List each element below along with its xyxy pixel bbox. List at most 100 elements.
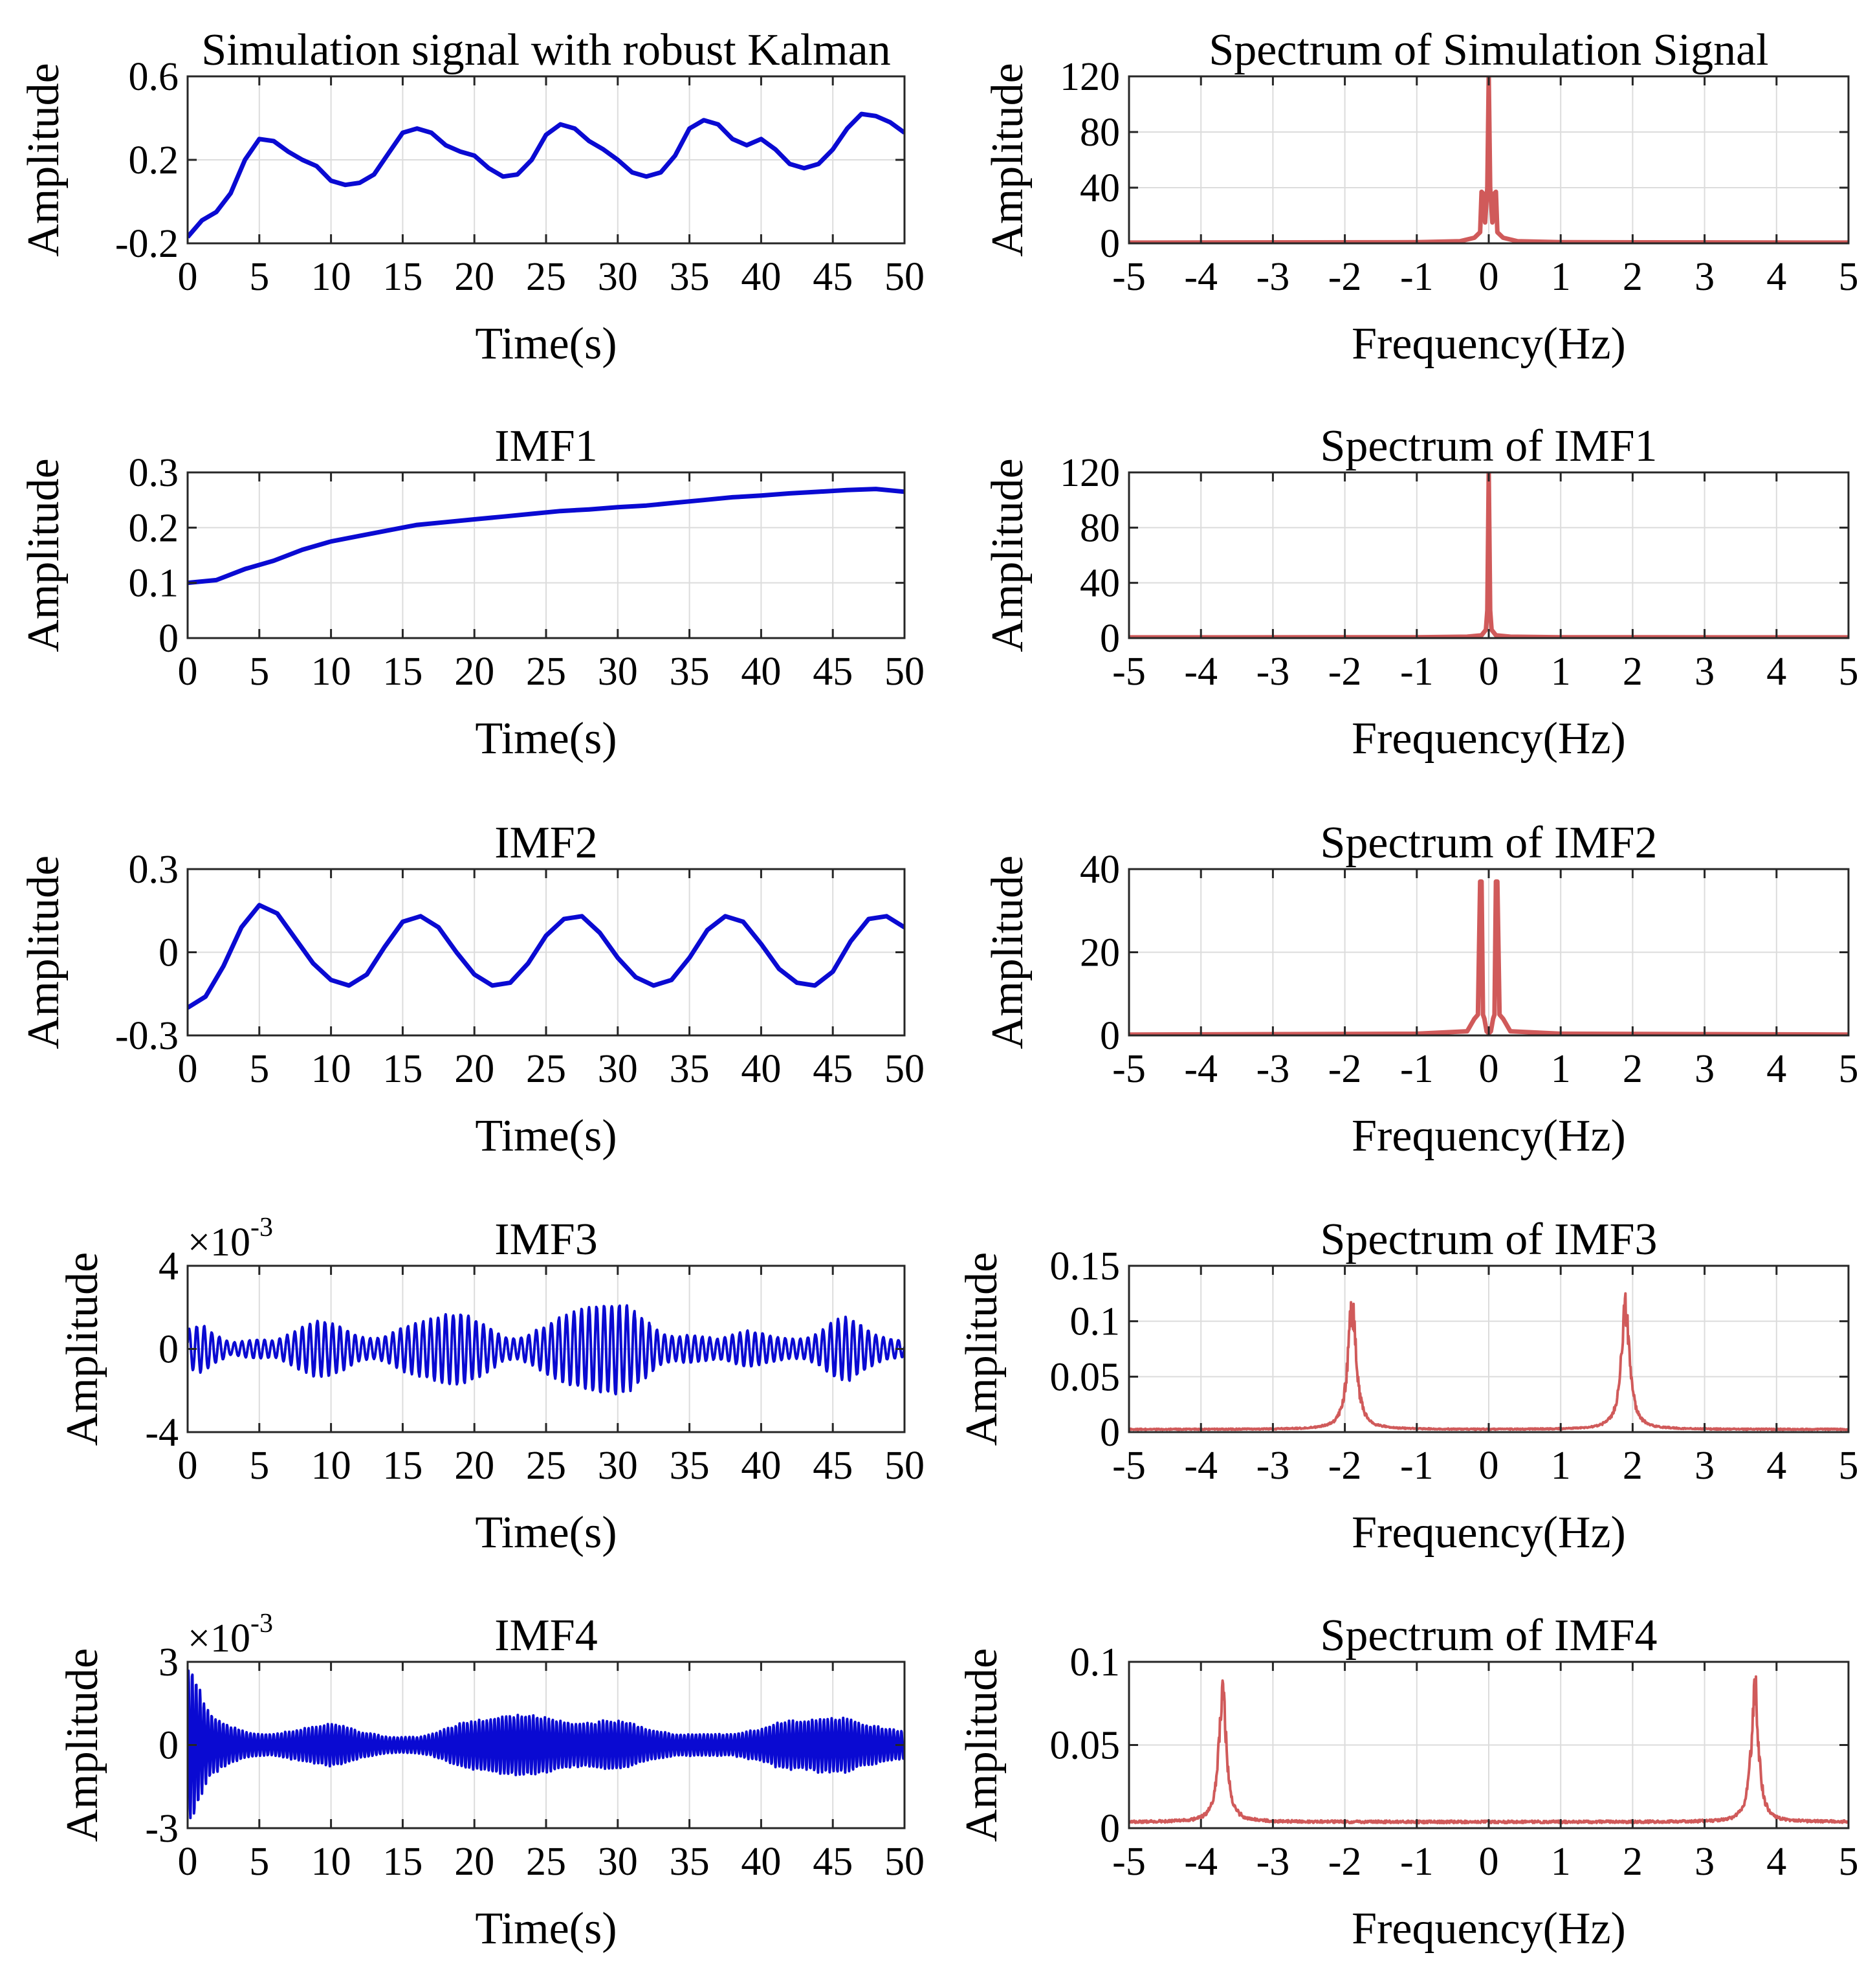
x-tick-label: 10 [311,255,351,299]
x-tick-label: 50 [884,1047,925,1091]
panel-sim: 0 5 10 15 20 25 30 35 40 45 50 -0.2 0.2 0.6 Simulation… [19,25,925,369]
y-tick-label: -4 [145,1411,179,1455]
x-tick-label: 40 [741,650,781,694]
x-tick-label: 1 [1551,1047,1571,1091]
x-tick-label: 20 [454,1840,494,1884]
x-tick-label: 3 [1694,255,1715,299]
x-axis-label: Frequency(Hz) [1352,714,1626,764]
y-exponent-power: -3 [250,1609,273,1639]
y-tick-label: 0 [1100,222,1120,266]
x-tick-label: 5 [1839,255,1859,299]
y-tick-label: 0.1 [129,562,179,606]
panel-title: IMF4 [494,1611,597,1661]
x-tick-label: 3 [1694,1444,1715,1488]
x-tick-label: 50 [884,650,925,694]
x-tick-label: 15 [382,1840,422,1884]
x-tick-label: 0 [1479,650,1499,694]
x-tick-label: 15 [382,255,422,299]
x-tick-label: 10 [311,650,351,694]
x-tick-label: 40 [741,255,781,299]
x-tick-label: 3 [1694,1840,1715,1884]
panel-imf3: 0 5 10 15 20 25 30 35 40 45 50-404IMF3Time(s)Ampli… [58,1213,925,1558]
x-tick-label: 0 [178,1840,198,1884]
x-tick-label: 10 [311,1047,351,1091]
y-tick-label: 0 [1100,1014,1120,1058]
x-tick-label: -3 [1256,1047,1290,1091]
y-tick-label: 0 [1100,1411,1120,1455]
x-tick-label: -3 [1256,1840,1290,1884]
y-tick-label: 0.2 [129,506,179,550]
x-tick-label: -5 [1112,1444,1146,1488]
y-tick-label: 0 [1100,617,1120,661]
x-tick-label: 30 [598,255,638,299]
x-tick-label: -3 [1256,255,1290,299]
y-tick-label: 3 [159,1640,179,1684]
x-tick-label: -5 [1112,1047,1146,1091]
panel-imf1-spec: -5 -4 -3 -2 -1 0 1 2 3 4 5 0 40 80 120 Spectrum of IMF1… [983,421,1859,764]
x-tick-label: 35 [670,1047,710,1091]
x-tick-label: 30 [598,1444,638,1488]
x-tick-label: 0 [1479,1047,1499,1091]
x-tick-label: 5 [1839,650,1859,694]
x-tick-label: -4 [1184,1840,1218,1884]
x-tick-label: 1 [1551,255,1571,299]
panel-imf2: 0 5 10 15 20 25 30 35 40 45 50-0.300.3IMF2Time(s)A… [19,818,925,1161]
x-tick-label: 2 [1623,1840,1643,1884]
panel-title: Spectrum of IMF1 [1320,421,1657,471]
x-tick-label: 5 [1839,1047,1859,1091]
x-tick-label: 20 [454,1047,494,1091]
x-tick-label: -2 [1328,1840,1362,1884]
x-tick-label: 30 [598,1047,638,1091]
panel-title: IMF2 [494,818,597,868]
x-axis-label: Time(s) [475,1904,617,1954]
y-tick-label: 120 [1060,55,1120,99]
y-exponent-base: ×10 [188,1617,250,1661]
x-tick-label: 50 [884,1840,925,1884]
panel-imf4: 0 5 10 15 20 25 30 35 40 45 50-303IMF4Time(s)Ampli… [58,1609,925,1954]
y-axis-label: Amplitude [19,63,69,256]
x-tick-label: 5 [249,1840,269,1884]
x-tick-label: 2 [1623,1047,1643,1091]
x-tick-label: 25 [526,1840,566,1884]
y-tick-label: 80 [1080,506,1120,550]
x-tick-label: 4 [1766,650,1786,694]
series-line [188,1304,905,1396]
x-tick-label: 0 [178,1444,198,1488]
y-tick-label: 0 [159,931,179,975]
y-tick-label: -0.2 [115,222,179,266]
x-tick-label: 50 [884,1444,925,1488]
x-tick-label: -3 [1256,1444,1290,1488]
x-tick-label: -4 [1184,1047,1218,1091]
panel-title: Spectrum of IMF3 [1320,1215,1657,1265]
x-tick-label: 4 [1766,1047,1786,1091]
x-tick-label: 1 [1551,1444,1571,1488]
series-line [188,903,905,1010]
x-tick-label: 45 [813,1047,853,1091]
y-exponent-power: -3 [250,1213,273,1242]
x-tick-label: -3 [1256,650,1290,694]
series-line [188,111,905,239]
y-axis-label: Amplitude [58,1252,107,1446]
x-tick-label: -1 [1400,1444,1434,1488]
x-tick-label: 0 [178,1047,198,1091]
x-tick-label: 45 [813,255,853,299]
x-tick-label: 2 [1623,1444,1643,1488]
y-tick-label: 0 [159,1328,179,1372]
x-tick-label: 2 [1623,650,1643,694]
y-axis-label: Amplitude [983,856,1033,1049]
x-tick-label: -2 [1328,1047,1362,1091]
x-tick-label: 35 [670,1444,710,1488]
x-axis-label: Frequency(Hz) [1352,319,1626,369]
x-tick-label: -2 [1328,650,1362,694]
y-exponent-base: ×10 [188,1220,250,1265]
x-tick-label: -2 [1328,255,1362,299]
x-tick-label: 25 [526,1444,566,1488]
x-tick-label: 35 [670,255,710,299]
x-axis-label: Time(s) [475,1111,617,1161]
y-tick-label: 0.2 [129,138,179,182]
x-tick-label: 20 [454,650,494,694]
panel-title: Spectrum of IMF4 [1320,1611,1657,1661]
x-axis-label: Time(s) [475,1508,617,1558]
y-tick-label: 0.1 [1070,1640,1121,1684]
panel-imf3-spec: -5 -4 -3 -2 -1 0 1 2 3 4 5 0 0.05 0.1 0.15 Spectrum of … [957,1215,1859,1558]
